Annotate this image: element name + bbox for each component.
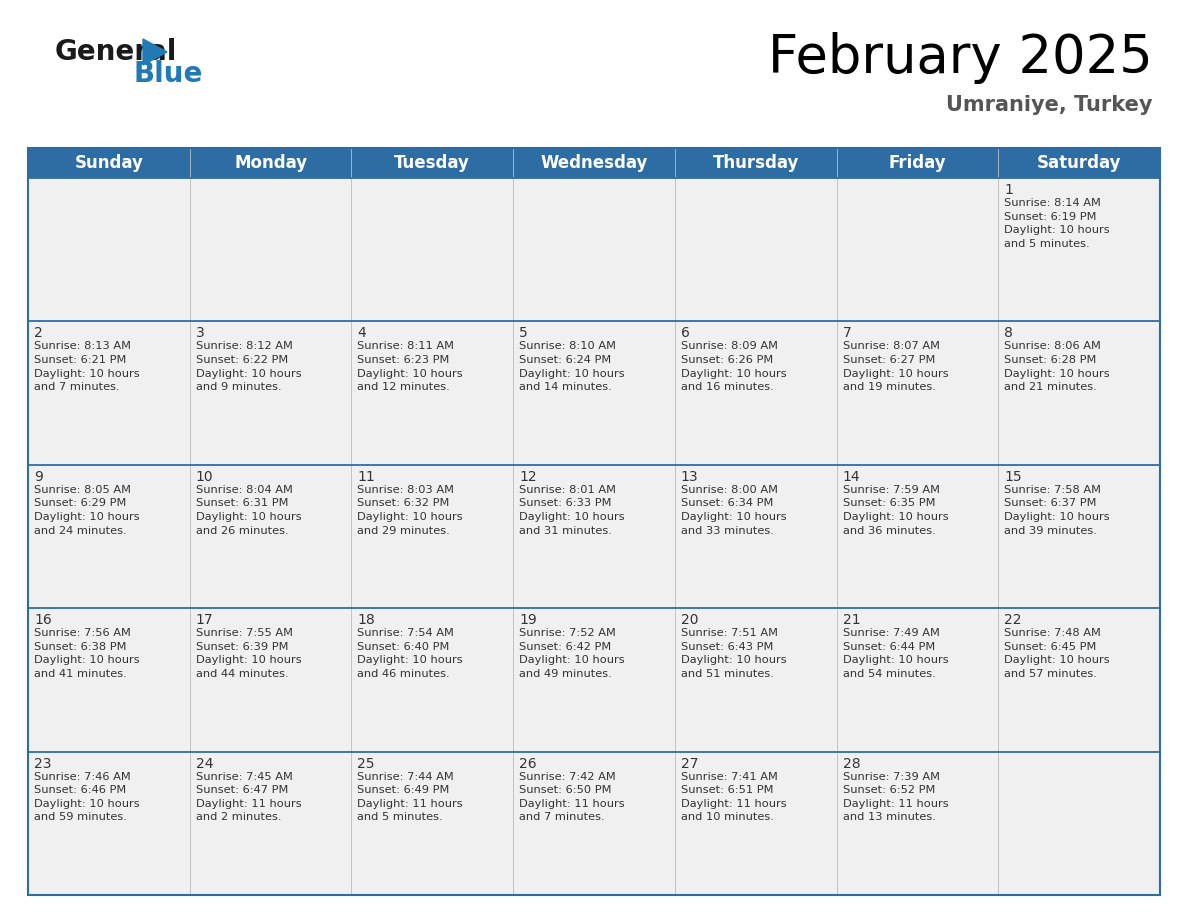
Text: 22: 22 (1004, 613, 1022, 627)
Text: Sunrise: 8:11 AM
Sunset: 6:23 PM
Daylight: 10 hours
and 12 minutes.: Sunrise: 8:11 AM Sunset: 6:23 PM Dayligh… (358, 341, 463, 392)
Text: Sunrise: 7:46 AM
Sunset: 6:46 PM
Daylight: 10 hours
and 59 minutes.: Sunrise: 7:46 AM Sunset: 6:46 PM Dayligh… (34, 772, 140, 823)
Text: Sunrise: 8:09 AM
Sunset: 6:26 PM
Daylight: 10 hours
and 16 minutes.: Sunrise: 8:09 AM Sunset: 6:26 PM Dayligh… (681, 341, 786, 392)
Text: Sunrise: 7:51 AM
Sunset: 6:43 PM
Daylight: 10 hours
and 51 minutes.: Sunrise: 7:51 AM Sunset: 6:43 PM Dayligh… (681, 628, 786, 679)
Text: 10: 10 (196, 470, 214, 484)
Text: 5: 5 (519, 327, 527, 341)
Text: Sunrise: 8:12 AM
Sunset: 6:22 PM
Daylight: 10 hours
and 9 minutes.: Sunrise: 8:12 AM Sunset: 6:22 PM Dayligh… (196, 341, 302, 392)
Text: Sunrise: 7:45 AM
Sunset: 6:47 PM
Daylight: 11 hours
and 2 minutes.: Sunrise: 7:45 AM Sunset: 6:47 PM Dayligh… (196, 772, 302, 823)
Text: Monday: Monday (234, 154, 308, 172)
Text: 11: 11 (358, 470, 375, 484)
Text: 20: 20 (681, 613, 699, 627)
Text: 13: 13 (681, 470, 699, 484)
Text: Sunrise: 7:58 AM
Sunset: 6:37 PM
Daylight: 10 hours
and 39 minutes.: Sunrise: 7:58 AM Sunset: 6:37 PM Dayligh… (1004, 485, 1110, 535)
Text: Sunrise: 7:55 AM
Sunset: 6:39 PM
Daylight: 10 hours
and 44 minutes.: Sunrise: 7:55 AM Sunset: 6:39 PM Dayligh… (196, 628, 302, 679)
Text: 12: 12 (519, 470, 537, 484)
Text: Sunrise: 7:49 AM
Sunset: 6:44 PM
Daylight: 10 hours
and 54 minutes.: Sunrise: 7:49 AM Sunset: 6:44 PM Dayligh… (842, 628, 948, 679)
Text: 1: 1 (1004, 183, 1013, 197)
Text: Sunrise: 7:54 AM
Sunset: 6:40 PM
Daylight: 10 hours
and 46 minutes.: Sunrise: 7:54 AM Sunset: 6:40 PM Dayligh… (358, 628, 463, 679)
Text: 19: 19 (519, 613, 537, 627)
Bar (29, 321, 1159, 465)
Text: February 2025: February 2025 (769, 32, 1154, 84)
Bar (29, 148, 1159, 895)
Polygon shape (143, 39, 168, 65)
Text: Sunrise: 7:39 AM
Sunset: 6:52 PM
Daylight: 11 hours
and 13 minutes.: Sunrise: 7:39 AM Sunset: 6:52 PM Dayligh… (842, 772, 948, 823)
Text: Sunrise: 8:00 AM
Sunset: 6:34 PM
Daylight: 10 hours
and 33 minutes.: Sunrise: 8:00 AM Sunset: 6:34 PM Dayligh… (681, 485, 786, 535)
Text: Sunrise: 7:48 AM
Sunset: 6:45 PM
Daylight: 10 hours
and 57 minutes.: Sunrise: 7:48 AM Sunset: 6:45 PM Dayligh… (1004, 628, 1110, 679)
Text: Wednesday: Wednesday (541, 154, 647, 172)
Bar (29, 178, 1159, 321)
Text: Sunrise: 7:41 AM
Sunset: 6:51 PM
Daylight: 11 hours
and 10 minutes.: Sunrise: 7:41 AM Sunset: 6:51 PM Dayligh… (681, 772, 786, 823)
Text: Sunrise: 7:56 AM
Sunset: 6:38 PM
Daylight: 10 hours
and 41 minutes.: Sunrise: 7:56 AM Sunset: 6:38 PM Dayligh… (34, 628, 140, 679)
Text: Friday: Friday (889, 154, 946, 172)
Text: 25: 25 (358, 756, 375, 770)
Text: Sunrise: 7:59 AM
Sunset: 6:35 PM
Daylight: 10 hours
and 36 minutes.: Sunrise: 7:59 AM Sunset: 6:35 PM Dayligh… (842, 485, 948, 535)
Text: Umraniye, Turkey: Umraniye, Turkey (947, 95, 1154, 115)
Text: 14: 14 (842, 470, 860, 484)
Text: 26: 26 (519, 756, 537, 770)
Text: 8: 8 (1004, 327, 1013, 341)
Text: Sunday: Sunday (75, 154, 144, 172)
Text: 15: 15 (1004, 470, 1022, 484)
Text: Sunrise: 8:04 AM
Sunset: 6:31 PM
Daylight: 10 hours
and 26 minutes.: Sunrise: 8:04 AM Sunset: 6:31 PM Dayligh… (196, 485, 302, 535)
Text: Blue: Blue (133, 60, 202, 88)
Bar (29, 465, 1159, 609)
Text: 23: 23 (34, 756, 51, 770)
Text: 17: 17 (196, 613, 214, 627)
Text: Tuesday: Tuesday (394, 154, 470, 172)
Bar (29, 148, 1159, 178)
Bar (29, 609, 1159, 752)
Text: Sunrise: 8:13 AM
Sunset: 6:21 PM
Daylight: 10 hours
and 7 minutes.: Sunrise: 8:13 AM Sunset: 6:21 PM Dayligh… (34, 341, 140, 392)
Text: Sunrise: 7:42 AM
Sunset: 6:50 PM
Daylight: 11 hours
and 7 minutes.: Sunrise: 7:42 AM Sunset: 6:50 PM Dayligh… (519, 772, 625, 823)
Text: 3: 3 (196, 327, 204, 341)
Text: 27: 27 (681, 756, 699, 770)
Text: Sunrise: 8:06 AM
Sunset: 6:28 PM
Daylight: 10 hours
and 21 minutes.: Sunrise: 8:06 AM Sunset: 6:28 PM Dayligh… (1004, 341, 1110, 392)
Text: Sunrise: 8:03 AM
Sunset: 6:32 PM
Daylight: 10 hours
and 29 minutes.: Sunrise: 8:03 AM Sunset: 6:32 PM Dayligh… (358, 485, 463, 535)
Text: 9: 9 (34, 470, 43, 484)
Text: Sunrise: 8:05 AM
Sunset: 6:29 PM
Daylight: 10 hours
and 24 minutes.: Sunrise: 8:05 AM Sunset: 6:29 PM Dayligh… (34, 485, 140, 535)
Text: 2: 2 (34, 327, 43, 341)
Text: 18: 18 (358, 613, 375, 627)
Text: Thursday: Thursday (713, 154, 798, 172)
Text: 6: 6 (681, 327, 690, 341)
Text: 16: 16 (34, 613, 52, 627)
Text: 28: 28 (842, 756, 860, 770)
Bar (29, 752, 1159, 895)
Text: 21: 21 (842, 613, 860, 627)
Text: Saturday: Saturday (1037, 154, 1121, 172)
Text: 4: 4 (358, 327, 366, 341)
Text: General: General (55, 38, 177, 66)
Text: Sunrise: 8:14 AM
Sunset: 6:19 PM
Daylight: 10 hours
and 5 minutes.: Sunrise: 8:14 AM Sunset: 6:19 PM Dayligh… (1004, 198, 1110, 249)
Text: 24: 24 (196, 756, 213, 770)
Text: Sunrise: 8:10 AM
Sunset: 6:24 PM
Daylight: 10 hours
and 14 minutes.: Sunrise: 8:10 AM Sunset: 6:24 PM Dayligh… (519, 341, 625, 392)
Text: Sunrise: 7:52 AM
Sunset: 6:42 PM
Daylight: 10 hours
and 49 minutes.: Sunrise: 7:52 AM Sunset: 6:42 PM Dayligh… (519, 628, 625, 679)
Text: Sunrise: 8:07 AM
Sunset: 6:27 PM
Daylight: 10 hours
and 19 minutes.: Sunrise: 8:07 AM Sunset: 6:27 PM Dayligh… (842, 341, 948, 392)
Text: Sunrise: 8:01 AM
Sunset: 6:33 PM
Daylight: 10 hours
and 31 minutes.: Sunrise: 8:01 AM Sunset: 6:33 PM Dayligh… (519, 485, 625, 535)
Text: Sunrise: 7:44 AM
Sunset: 6:49 PM
Daylight: 11 hours
and 5 minutes.: Sunrise: 7:44 AM Sunset: 6:49 PM Dayligh… (358, 772, 463, 823)
Text: 7: 7 (842, 327, 852, 341)
